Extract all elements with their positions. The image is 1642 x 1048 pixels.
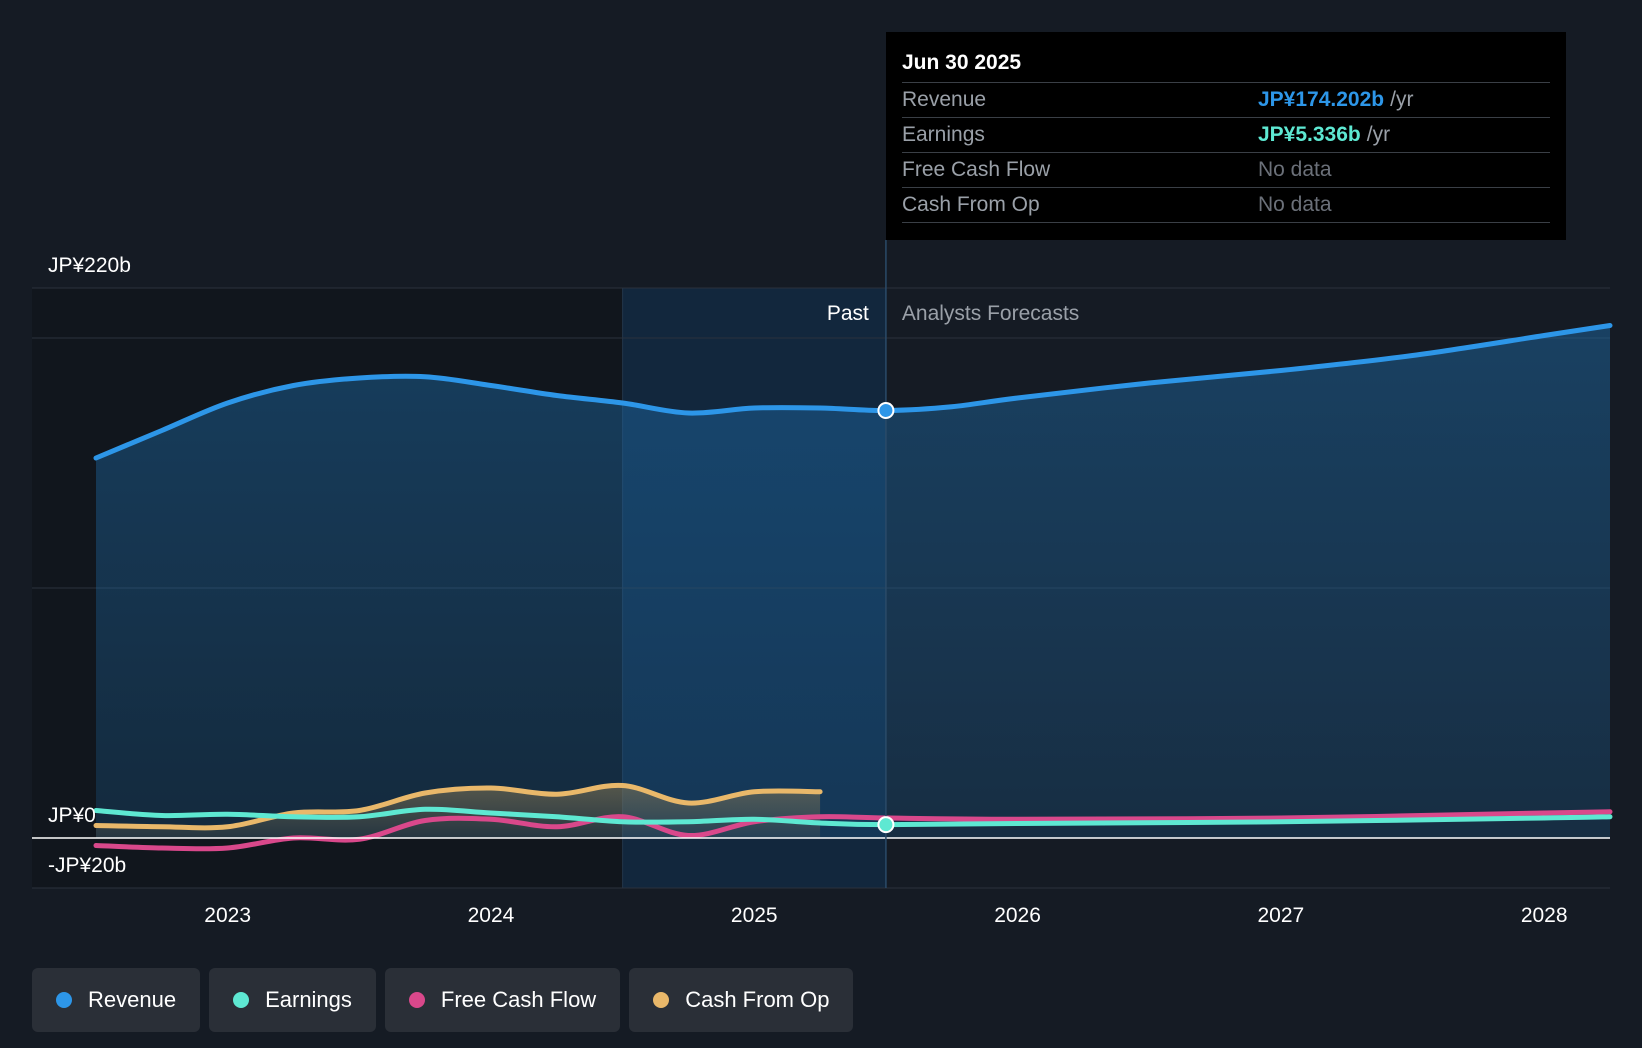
y-axis-zero-label: JP¥0 <box>48 804 96 827</box>
y-axis-bottom-label: -JP¥20b <box>48 854 126 877</box>
tooltip: Jun 30 2025 Revenue JP¥174.202b/yr Earni… <box>886 32 1566 240</box>
tooltip-unit: /yr <box>1390 88 1414 111</box>
tooltip-date: Jun 30 2025 <box>902 51 1022 74</box>
legend: Revenue Earnings Free Cash Flow Cash Fro… <box>32 968 854 1032</box>
legend-item-revenue[interactable]: Revenue <box>32 968 201 1032</box>
x-tick-label: 2024 <box>468 904 515 927</box>
revenue-area <box>96 325 1610 838</box>
tooltip-label: Cash From Op <box>902 193 1040 216</box>
tooltip-label: Free Cash Flow <box>902 158 1051 181</box>
legend-dot-icon <box>653 992 670 1008</box>
tooltip-row-revenue: Revenue JP¥174.202b/yr <box>902 82 1550 117</box>
legend-item-cash-from-op[interactable]: Cash From Op <box>629 968 854 1032</box>
revenue-marker <box>877 402 895 419</box>
legend-item-earnings[interactable]: Earnings <box>209 968 376 1032</box>
y-axis-top-label: JP¥220b <box>48 254 131 277</box>
x-tick-label: 2027 <box>1258 904 1305 927</box>
legend-dot-icon <box>233 992 250 1008</box>
legend-label: Free Cash Flow <box>440 987 597 1012</box>
tooltip-value: No data <box>1258 193 1332 216</box>
past-label: Past <box>827 302 869 325</box>
tooltip-unit: /yr <box>1366 123 1391 146</box>
tooltip-row-earnings: Earnings JP¥5.336b/yr <box>902 117 1550 152</box>
earnings-marker <box>877 816 895 834</box>
tooltip-value: JP¥5.336b <box>1258 123 1361 146</box>
tooltip-label: Revenue <box>902 88 987 111</box>
x-tick-label: 2023 <box>204 904 251 927</box>
legend-label: Revenue <box>88 987 177 1012</box>
tooltip-row-free-cash-flow: Free Cash Flow No data <box>902 152 1550 187</box>
legend-dot-icon <box>408 992 425 1008</box>
cash-from-op-line <box>93 782 823 831</box>
x-tick-label: 2028 <box>1521 904 1568 927</box>
forecast-label: Analysts Forecasts <box>902 302 1079 325</box>
x-tick-label: 2025 <box>731 904 778 927</box>
earnings-line <box>93 806 1613 828</box>
chart-area: JP¥220b JP¥0 -JP¥20b Past Analysts Forecasts… <box>32 240 1613 927</box>
tooltip-row-cash-from-op: Cash From Op No data <box>902 187 1550 223</box>
legend-item-free-cash-flow[interactable]: Free Cash Flow <box>384 968 621 1032</box>
legend-label: Earnings <box>265 987 352 1012</box>
legend-label: Cash From Op <box>685 987 830 1012</box>
tooltip-value: No data <box>1258 158 1332 181</box>
tooltip-label: Earnings <box>902 123 985 146</box>
revenue-line <box>93 323 1613 461</box>
x-tick-label: 2026 <box>994 904 1041 927</box>
tooltip-value: JP¥174.202b <box>1258 88 1385 111</box>
legend-dot-icon <box>56 992 72 1008</box>
